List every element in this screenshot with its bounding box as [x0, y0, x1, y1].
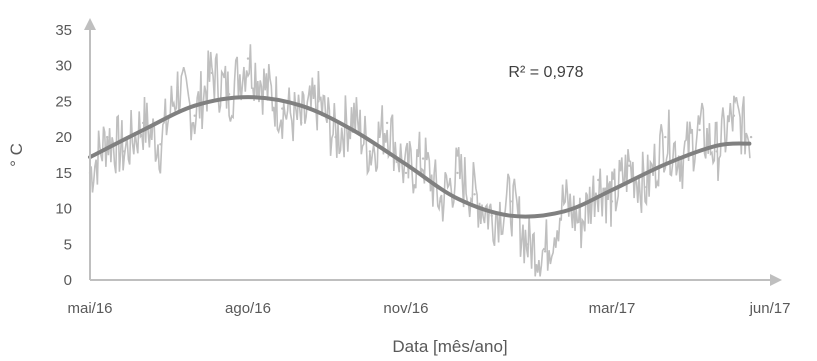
- x-axis-arrow: [770, 274, 782, 286]
- measured-point: [246, 57, 250, 60]
- measured-point: [421, 157, 425, 160]
- measured-point: [597, 178, 600, 182]
- measured-point: [645, 185, 648, 189]
- measured-point: [526, 243, 530, 246]
- measured-series-layer: [88, 44, 753, 277]
- y-tick-label: 15: [55, 165, 72, 182]
- measured-point: [490, 214, 493, 217]
- measured-point: [732, 114, 736, 117]
- measured-point: [317, 100, 320, 103]
- measured-point: [334, 135, 337, 139]
- x-tick-label: mai/16: [67, 300, 112, 317]
- y-tick-label: 0: [64, 272, 72, 289]
- y-tick-label: 25: [55, 93, 72, 110]
- measured-point: [281, 107, 284, 110]
- measured-point: [473, 193, 476, 196]
- measured-point: [176, 85, 179, 89]
- x-tick-label: mar/17: [589, 300, 636, 317]
- measured-point: [159, 143, 162, 146]
- measured-point: [749, 135, 753, 139]
- measured-point: [106, 135, 109, 139]
- measured-point: [142, 121, 145, 125]
- x-tick-label: ago/16: [225, 300, 271, 317]
- fit-series-layer: [88, 95, 752, 219]
- y-tick-label: 30: [55, 58, 72, 75]
- measured-point: [227, 93, 231, 96]
- measured-point: [664, 135, 667, 139]
- r-squared-annotation: R² = 0,978: [508, 64, 583, 81]
- measured-point: [456, 171, 459, 175]
- y-axis-title: ° C: [7, 143, 26, 167]
- y-tick-label: 5: [64, 236, 72, 253]
- measured-point: [562, 200, 566, 203]
- measured-point: [610, 200, 614, 203]
- y-tick-label: 20: [55, 129, 72, 146]
- y-tick-label: 10: [55, 201, 72, 218]
- measured-point: [698, 128, 701, 132]
- measured-point: [385, 121, 389, 125]
- measured-series-line: [89, 44, 751, 277]
- measured-point: [210, 71, 214, 75]
- measured-point: [300, 121, 303, 125]
- measured-point: [193, 114, 196, 117]
- measured-point: [543, 250, 547, 253]
- x-tick-label: nov/16: [383, 300, 428, 317]
- y-tick-label: 35: [55, 22, 72, 39]
- measured-point: [404, 171, 408, 175]
- measured-point: [351, 114, 354, 117]
- measured-point: [264, 85, 267, 89]
- tick-labels: 0 5 10 15 20 25 30 35 mai/16 ago/16 nov/16 mar/17 ju…: [55, 22, 790, 317]
- measured-point: [628, 164, 631, 167]
- measured-point: [715, 150, 718, 153]
- measured-point: [123, 150, 126, 153]
- x-tick-label: jun/17: [749, 300, 791, 317]
- x-axis-title: Data [mês/ano]: [392, 337, 507, 356]
- measured-point: [579, 221, 583, 225]
- measured-point: [439, 200, 442, 203]
- fit-series-line: [88, 95, 752, 219]
- measured-point: [509, 200, 512, 203]
- measured-point: [368, 150, 372, 153]
- y-axis-arrow: [84, 18, 96, 30]
- axes: [84, 18, 782, 286]
